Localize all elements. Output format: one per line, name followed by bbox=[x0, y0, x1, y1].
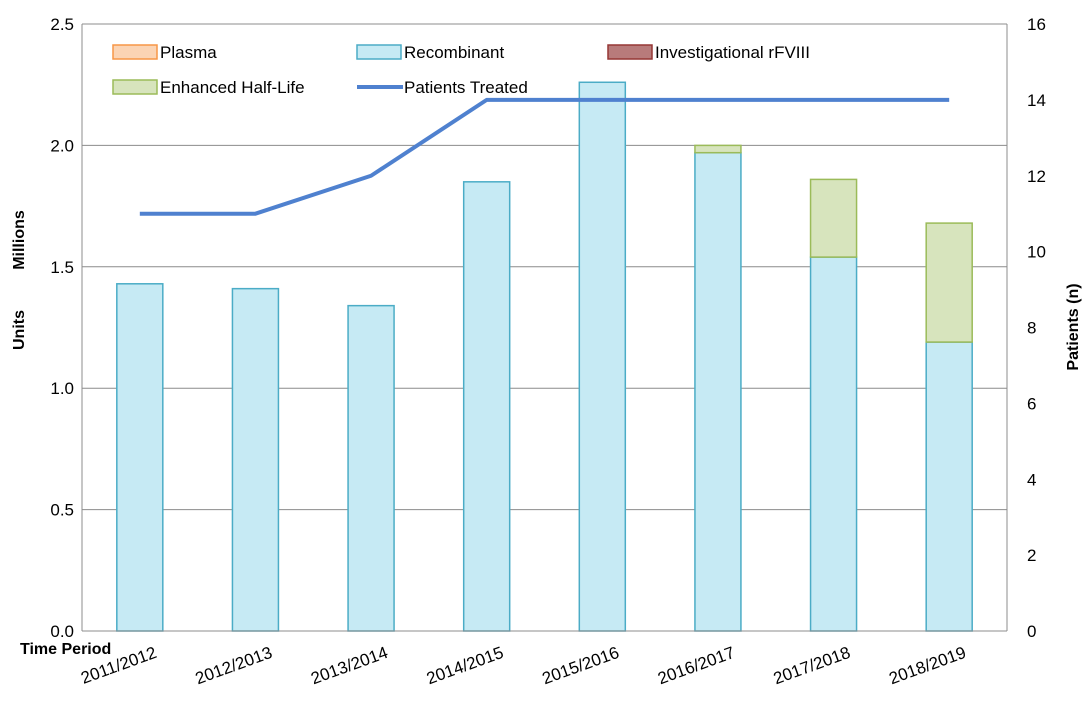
y-tick-label: 0.5 bbox=[50, 501, 74, 520]
x-tick-label: 2012/2013 bbox=[193, 643, 275, 688]
bar-recombinant bbox=[925, 341, 973, 632]
x-tick-label: 2013/2014 bbox=[308, 643, 390, 688]
x-tick-label: 2014/2015 bbox=[424, 643, 506, 688]
bar-enhanced-half-life bbox=[809, 178, 858, 258]
legend-swatch-investigational-rfviii bbox=[607, 44, 653, 60]
y-tick-label: 2.0 bbox=[50, 136, 74, 155]
bar-series bbox=[116, 81, 973, 632]
bar-recombinant bbox=[578, 81, 627, 632]
y-tick-label: 1.0 bbox=[50, 379, 74, 398]
line-patients-treated bbox=[139, 97, 950, 216]
bar-enhanced-half-life bbox=[925, 222, 973, 343]
x-tick-label: 2018/2019 bbox=[887, 643, 969, 688]
legend-label-recombinant: Recombinant bbox=[404, 43, 504, 62]
y2-tick-label: 10 bbox=[1027, 243, 1046, 262]
x-tick-label: 2015/2016 bbox=[540, 643, 622, 688]
y-axis-unit: Millions bbox=[11, 210, 28, 270]
legend-swatch-enhanced-half-life bbox=[112, 79, 158, 95]
bar-recombinant bbox=[809, 256, 858, 632]
y-tick-label: 1.5 bbox=[50, 258, 74, 277]
axes bbox=[81, 24, 1008, 632]
y-axis-title: Units bbox=[11, 310, 28, 350]
y2-tick-label: 0 bbox=[1027, 622, 1036, 641]
legend-swatch-recombinant bbox=[356, 44, 402, 60]
y2-tick-label: 2 bbox=[1027, 546, 1036, 565]
gridlines bbox=[82, 23, 1007, 632]
bar-recombinant bbox=[347, 304, 395, 632]
right-axis-ticks: 0 2 4 6 8 10 12 14 16 bbox=[1027, 15, 1046, 641]
legend-label-plasma: Plasma bbox=[160, 43, 217, 62]
bar-enhanced-half-life bbox=[694, 144, 742, 154]
x-axis-title: Time Period bbox=[20, 641, 111, 658]
bar-recombinant bbox=[462, 181, 511, 632]
legend-label-patients-treated: Patients Treated bbox=[404, 78, 528, 97]
bar-recombinant bbox=[231, 287, 280, 632]
x-tick-label: 2016/2017 bbox=[655, 643, 737, 688]
y2-tick-label: 4 bbox=[1027, 470, 1036, 489]
bar-recombinant bbox=[116, 283, 164, 632]
y2-axis-title: Patients (n) bbox=[1065, 283, 1082, 370]
x-axis-ticks: 2011/2012 2012/2013 2013/2014 2014/2015 2015… bbox=[78, 643, 968, 688]
bar-recombinant bbox=[694, 151, 742, 632]
y2-tick-label: 12 bbox=[1027, 167, 1046, 186]
y2-tick-label: 8 bbox=[1027, 319, 1036, 338]
y2-tick-label: 6 bbox=[1027, 394, 1036, 413]
legend-label-enhanced-half-life: Enhanced Half-Life bbox=[160, 78, 305, 97]
y-tick-label: 2.5 bbox=[50, 15, 74, 34]
x-tick-label: 2017/2018 bbox=[771, 643, 853, 688]
y-tick-label: 0.0 bbox=[50, 622, 74, 641]
y2-tick-label: 16 bbox=[1027, 15, 1046, 34]
left-axis-ticks: 0.0 0.5 1.0 1.5 2.0 2.5 bbox=[50, 15, 74, 641]
legend-label-investigational-rfviii: Investigational rFVIII bbox=[655, 43, 810, 62]
line-series bbox=[139, 97, 950, 216]
legend-swatch-plasma bbox=[112, 44, 158, 60]
legend: Plasma Recombinant Investigational rFVIII E… bbox=[112, 43, 810, 97]
y2-tick-label: 14 bbox=[1027, 91, 1046, 110]
